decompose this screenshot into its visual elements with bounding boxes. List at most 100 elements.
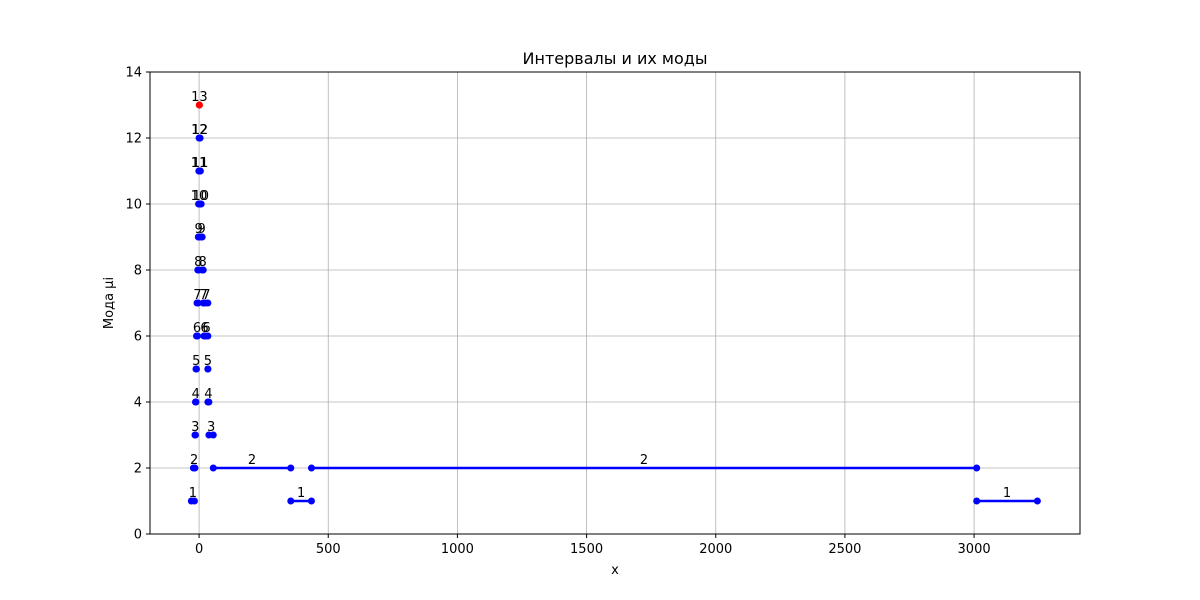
grid-layer (150, 71, 1080, 535)
interval-25: 2 (209, 453, 295, 472)
interval-mode-label: 12 (191, 123, 208, 138)
x-axis-label: x (611, 563, 619, 578)
interval-16: 9 (198, 222, 206, 241)
x-tick-label: 3000 (958, 542, 991, 557)
interval-4: 5 (192, 354, 200, 373)
x-tick-label: 1000 (441, 542, 474, 557)
interval-end-point (205, 398, 213, 406)
interval-1: 2 (189, 453, 199, 472)
y-tick-label: 12 (125, 132, 142, 147)
interval-end-point (193, 365, 200, 373)
x-tick-label: 500 (316, 542, 341, 557)
x-tick-label: 2000 (699, 542, 732, 557)
interval-end-point (198, 233, 206, 241)
interval-6: 7 (193, 288, 202, 307)
interval-end-point (287, 464, 295, 472)
interval-end-point (192, 398, 200, 406)
interval-17: 8 (199, 255, 207, 274)
interval-end-point (191, 464, 199, 472)
interval-end-point (194, 299, 202, 307)
interval-mode-label: 5 (204, 354, 212, 369)
interval-mode-label: 12 (192, 123, 209, 138)
interval-mode-label: 11 (191, 156, 208, 171)
y-tick-label: 6 (134, 330, 142, 345)
interval-end-point (191, 431, 199, 439)
interval-mode-label: 5 (192, 354, 200, 369)
interval-end-point (194, 332, 202, 340)
x-tick-label: 2500 (828, 542, 861, 557)
interval-mode-label: 11 (192, 156, 209, 171)
interval-mode-label: 4 (192, 387, 200, 402)
interval-13: 12 (192, 123, 209, 142)
interval-end-point (197, 200, 205, 208)
interval-mode-label: 2 (248, 453, 256, 468)
x-tick-label: 1500 (570, 542, 603, 557)
interval-mode-label: 10 (191, 189, 208, 204)
interval-mode-label: 8 (194, 255, 202, 270)
y-tick-label: 4 (134, 396, 142, 411)
interval-15: 10 (192, 189, 209, 208)
interval-end-point (196, 167, 204, 175)
plot-frame (149, 71, 1081, 535)
interval-mode-label: 10 (192, 189, 209, 204)
interval-mode-label: 6 (200, 321, 208, 336)
y-tick-label: 0 (134, 528, 142, 543)
interval-mode-label: 7 (193, 288, 201, 303)
y-axis-label: Мода μi (102, 277, 117, 329)
interval-end-point (1033, 497, 1041, 505)
interval-end-point (196, 134, 204, 142)
interval-mode-label: 13 (191, 90, 208, 105)
interval-mode-label: 3 (191, 420, 199, 435)
interval-end-point (195, 101, 203, 109)
interval-end-point (190, 497, 198, 505)
interval-mode-label: 6 (193, 321, 201, 336)
interval-mode-label: 6 (202, 321, 210, 336)
x-tick-label: 0 (195, 542, 203, 557)
y-tick-label: 10 (125, 198, 142, 213)
interval-mode-label: 3 (207, 420, 215, 435)
interval-end-point (973, 464, 981, 472)
interval-end-point (209, 431, 217, 439)
interval-end-point (307, 497, 315, 505)
chart-title: Интервалы и их моды (523, 49, 708, 68)
interval-start-point (973, 497, 981, 505)
y-tick-label: 8 (134, 264, 142, 279)
interval-end-point (199, 266, 207, 274)
interval-3: 4 (192, 387, 200, 406)
interval-20: 7 (201, 288, 212, 307)
interval-28: 1 (973, 486, 1041, 505)
interval-start-point (209, 464, 217, 472)
interval-end-point (204, 299, 212, 307)
interval-start-point (307, 464, 315, 472)
y-tick-label: 2 (134, 462, 142, 477)
y-tick-label: 14 (125, 66, 142, 81)
interval-22: 5 (204, 354, 212, 373)
interval-27: 2 (307, 453, 981, 472)
interval-5: 6 (193, 321, 201, 340)
interval-21: 6 (201, 321, 212, 340)
interval-26: 1 (287, 486, 315, 505)
interval-mode-label: 2 (190, 453, 198, 468)
interval-start-point (287, 497, 295, 505)
interval-mode-label: 1 (189, 486, 197, 501)
interval-0: 1 (187, 486, 198, 505)
interval-23: 4 (204, 387, 213, 406)
interval-2: 3 (191, 420, 199, 439)
interval-mode-label: 7 (202, 288, 210, 303)
interval-mode-label: 1 (1003, 486, 1011, 501)
interval-end-point (204, 365, 212, 373)
interval-mode-label: 9 (198, 222, 206, 237)
interval-end-point (204, 332, 212, 340)
interval-mode-label: 4 (204, 387, 212, 402)
interval-mode-label: 8 (199, 255, 207, 270)
interval-mode-label: 7 (200, 288, 208, 303)
interval-mode-label: 9 (195, 222, 203, 237)
interval-12: 13 (191, 90, 208, 109)
interval-mode-label: 2 (640, 453, 648, 468)
interval-14: 11 (192, 156, 209, 175)
interval-mode-label: 1 (297, 486, 305, 501)
